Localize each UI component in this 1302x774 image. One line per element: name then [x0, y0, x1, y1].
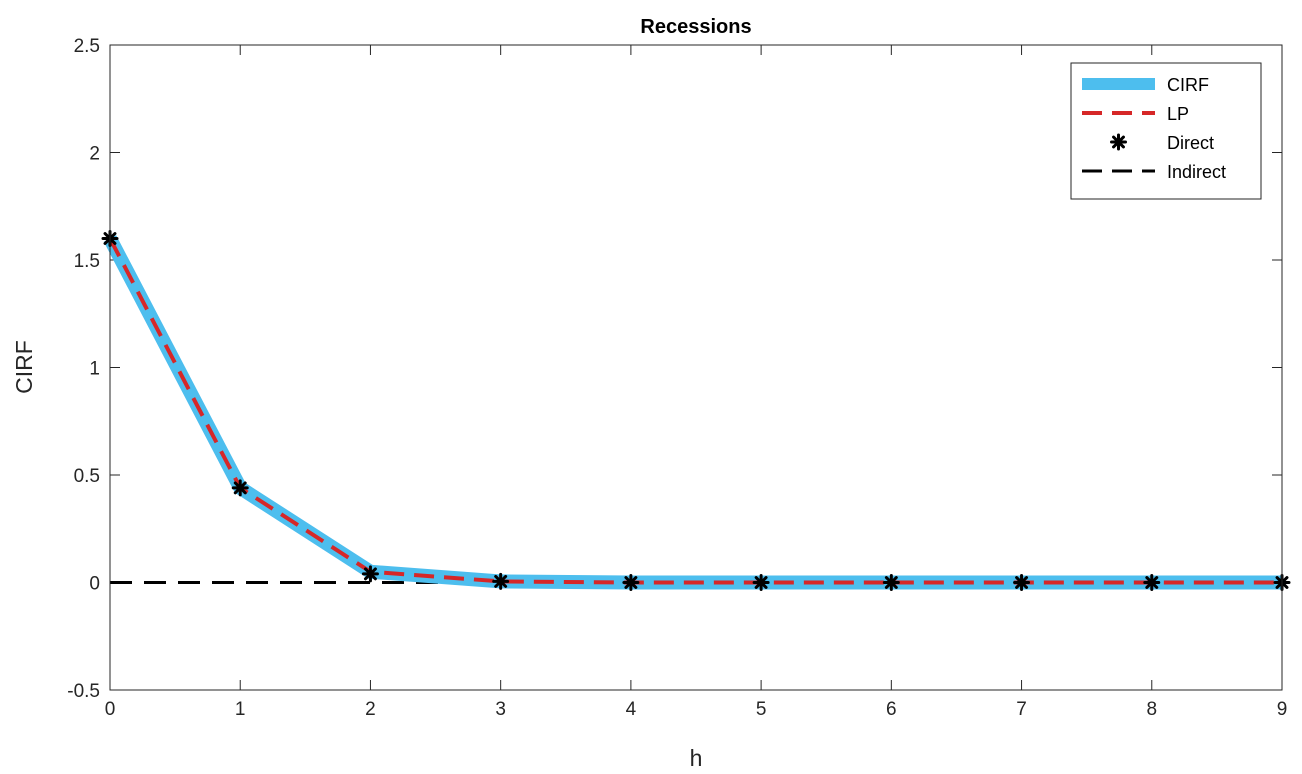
marker-core [1018, 579, 1026, 586]
direct-marker [1013, 574, 1031, 591]
direct-marker [622, 574, 640, 591]
x-tick-label: 4 [626, 699, 637, 720]
x-tick-label: 2 [365, 699, 376, 720]
x-tick-label: 5 [756, 699, 767, 720]
direct-marker [492, 572, 510, 590]
y-axis-label: CIRF [11, 340, 37, 394]
y-tick-label: -0.5 [67, 681, 100, 702]
x-tick-label: 3 [495, 699, 506, 720]
marker-core [366, 570, 374, 578]
ticks-layer: 0 1 2 3 4 5 6 7 8 9-0.500.511.522.5 [67, 36, 1287, 720]
legend: CIRF LP Direct Indirect [1070, 62, 1262, 200]
legend-label: LP [1167, 104, 1189, 124]
plot-frame [109, 44, 1283, 691]
direct-marker [361, 565, 379, 583]
x-tick-label: 7 [1016, 699, 1027, 720]
x-tick-label: 1 [235, 699, 246, 720]
y-tick-label: 2 [89, 144, 100, 165]
direct-marker [752, 574, 770, 591]
y-tick-label: 0 [89, 574, 100, 595]
legend-label: Indirect [1167, 162, 1226, 182]
direct-marker [882, 574, 900, 591]
marker-core [1115, 138, 1122, 146]
x-tick-label: 8 [1146, 699, 1157, 720]
legend-label: Direct [1167, 133, 1214, 153]
x-tick-label: 6 [886, 699, 897, 720]
x-tick-label: 0 [105, 699, 116, 720]
y-tick-label: 2.5 [74, 36, 100, 57]
direct-marker [231, 479, 249, 497]
chart-title: Recessions [640, 16, 751, 38]
legend-label: CIRF [1167, 75, 1209, 95]
legend-swatch-direct [1110, 133, 1127, 151]
direct-marker [1143, 574, 1161, 591]
marker-core [1148, 579, 1156, 586]
x-axis-label: h [690, 745, 703, 771]
marker-core [757, 579, 765, 586]
y-tick-label: 1 [89, 359, 100, 380]
marker-core [627, 579, 635, 586]
x-tick-label: 9 [1277, 699, 1288, 720]
y-tick-label: 0.5 [74, 466, 100, 487]
marker-core [887, 579, 895, 586]
marker-core [236, 484, 244, 492]
marker-core [497, 577, 505, 585]
series-line-lp [108, 237, 1282, 585]
y-tick-label: 1.5 [74, 251, 100, 272]
